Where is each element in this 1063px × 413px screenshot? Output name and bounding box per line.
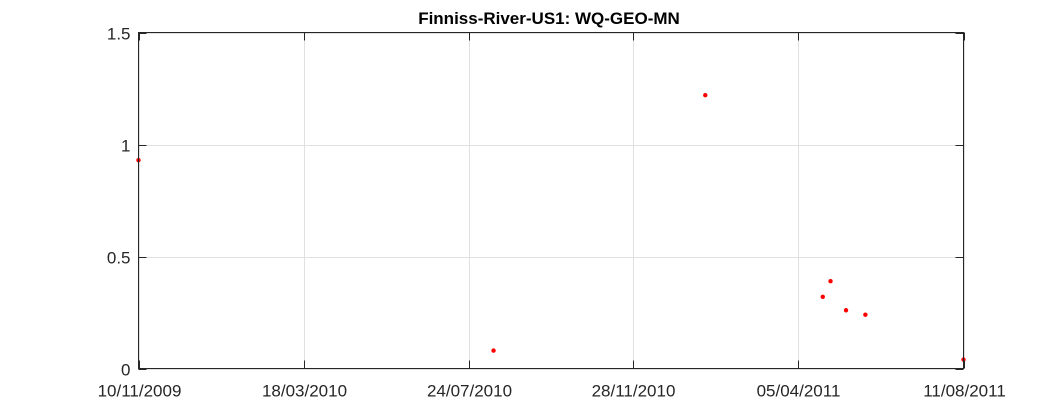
data-point [820,294,825,300]
grid [138,32,965,370]
data-point [491,348,496,353]
y-tick-label: 1 [121,137,130,156]
data-point [863,312,868,317]
y-tick-label: 0 [121,361,130,380]
plot-frame [138,32,964,369]
x-tick-label: 24/07/2010 [427,382,512,401]
y-tick-label: 0.5 [107,249,131,268]
x-tick-label: 05/04/2011 [757,382,841,401]
data-point [843,308,849,313]
y-tick-label: 1.5 [107,25,131,44]
axis-ticks [138,32,965,370]
x-tick-label: 18/03/2010 [262,382,347,401]
data-point [703,93,708,98]
x-tick-label: 28/11/2010 [592,382,676,401]
tick-labels: 10/11/2009 18/03/2010 24/07/2010 28/11/2010… [98,25,1006,401]
data-point [828,278,833,284]
chart-title: Finniss-River-US1: WQ-GEO-MN [418,9,680,28]
data-points [136,93,966,362]
x-tick-label: 11/08/2011 [923,382,1006,401]
x-tick-label: 10/11/2009 [98,382,182,401]
